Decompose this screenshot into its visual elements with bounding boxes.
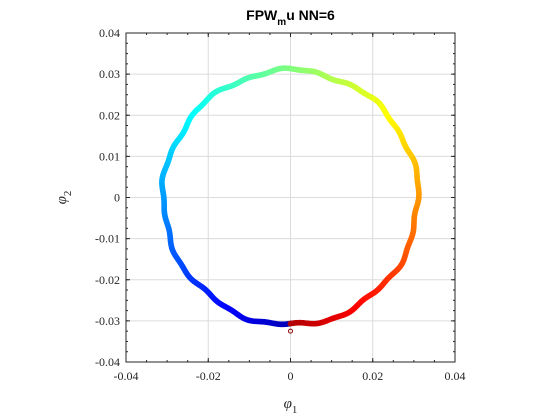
labels-layer: -0.04 -0.02 0 0.02 0.04 -0.04 -0.03 -0.02 -0.01 0…	[95, 26, 466, 383]
y-tick-label: 0.02	[99, 108, 120, 122]
y-axis-symbol: φ	[54, 196, 70, 204]
data-point	[287, 320, 294, 327]
y-tick-label: -0.03	[95, 314, 120, 328]
y-tick-label: -0.02	[95, 273, 120, 287]
chart-title: FPWmu NN=6	[246, 7, 335, 28]
x-axis-label: φ1	[284, 396, 298, 416]
x-tick-label: 0.02	[362, 369, 383, 383]
x-tick-label: -0.02	[196, 369, 221, 383]
y-axis-subscript: 2	[62, 191, 74, 197]
y-tick-label: 0.03	[99, 67, 120, 81]
points-layer	[159, 65, 422, 334]
outlier-point	[288, 328, 293, 334]
y-tick-label: 0	[114, 191, 120, 205]
title-rest: u NN=6	[286, 7, 335, 23]
y-tick-label: 0.04	[99, 26, 120, 40]
ticks-layer	[125, 32, 456, 363]
y-tick-label: -0.04	[95, 355, 120, 369]
y-tick-label: -0.01	[95, 232, 120, 246]
y-axis-label: φ2	[54, 191, 74, 205]
x-axis-subscript: 1	[292, 404, 298, 416]
x-tick-label: 0	[288, 369, 294, 383]
title-main: FPW	[246, 7, 278, 23]
title-subscript: m	[277, 17, 286, 28]
x-axis-symbol: φ	[284, 396, 292, 412]
y-tick-label: 0.01	[99, 149, 120, 163]
x-tick-label: -0.04	[114, 369, 139, 383]
x-tick-label: 0.04	[445, 369, 466, 383]
